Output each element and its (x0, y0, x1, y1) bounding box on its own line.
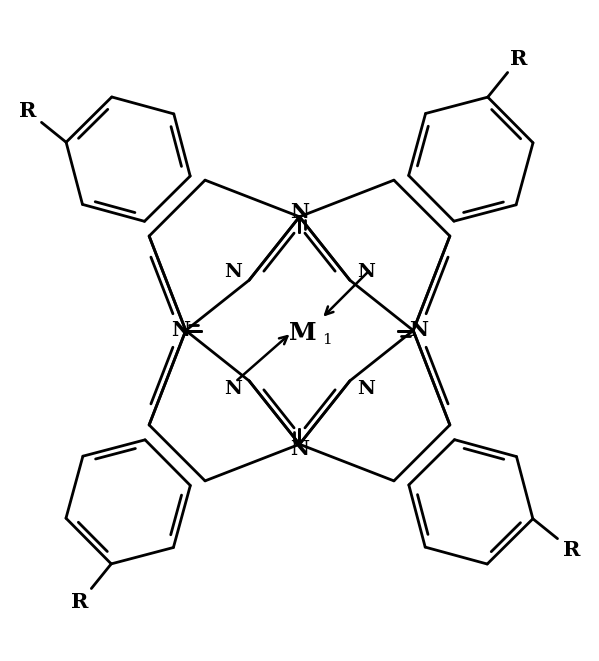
Text: N: N (290, 439, 309, 459)
Text: N: N (225, 263, 242, 281)
Text: N: N (409, 321, 428, 340)
Text: N: N (225, 380, 242, 398)
Text: N: N (171, 321, 190, 340)
Text: R: R (562, 540, 580, 560)
Text: N: N (357, 263, 374, 281)
Text: R: R (19, 101, 37, 121)
Text: 1: 1 (322, 333, 332, 348)
Text: R: R (71, 592, 89, 612)
Text: R: R (510, 49, 528, 69)
Text: N: N (290, 202, 309, 222)
Text: M: M (289, 321, 316, 346)
Text: N: N (357, 380, 374, 398)
